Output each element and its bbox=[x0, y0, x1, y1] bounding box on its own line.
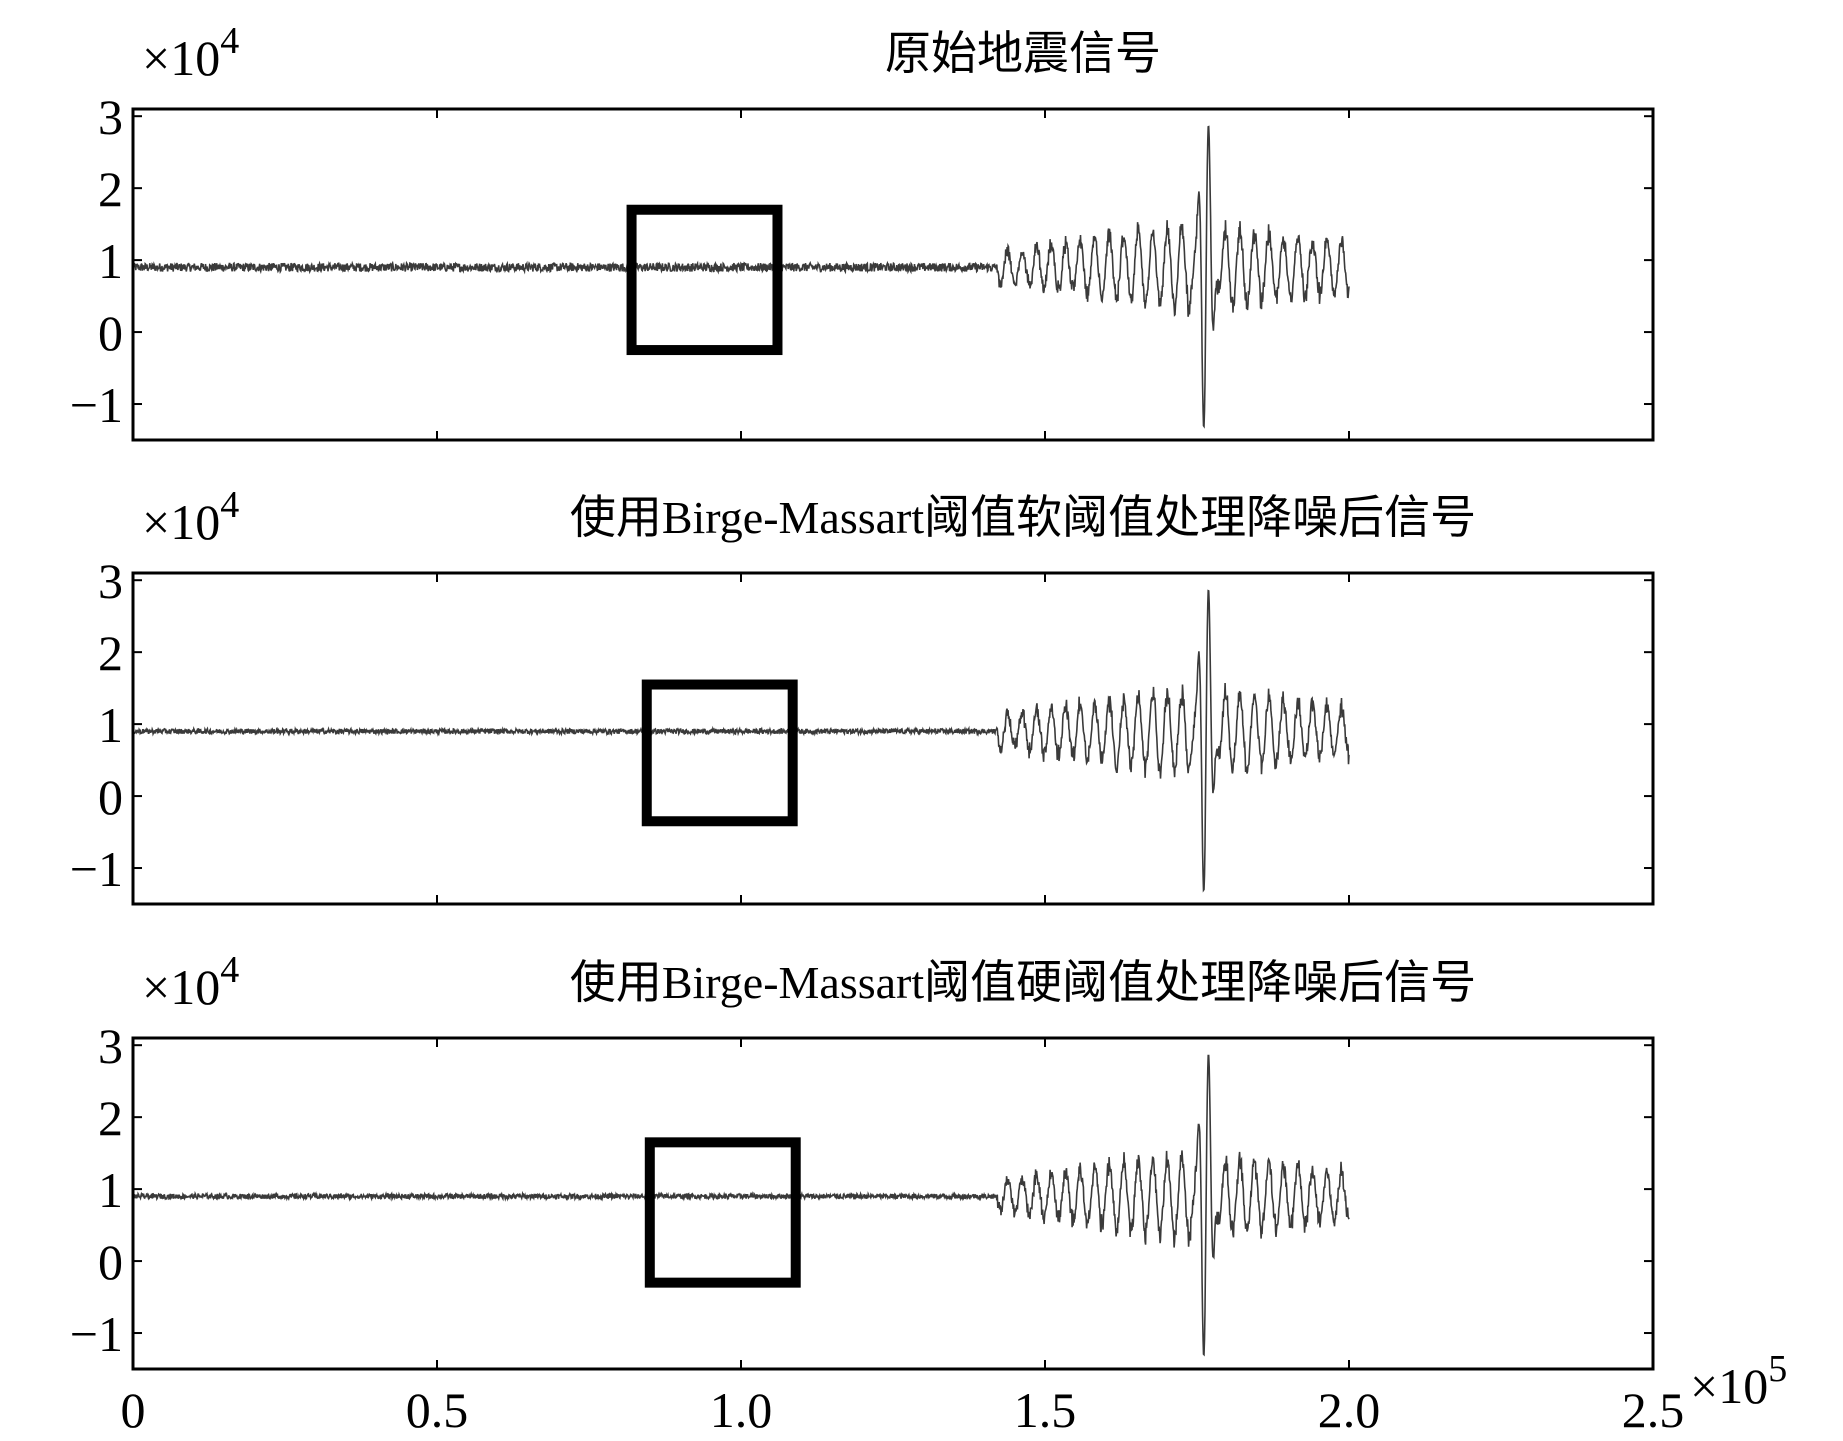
panel-2: 使用Birge-Massart阈值软阈值处理降噪后信号 ×104 −1 0 1 2 3 bbox=[70, 484, 1655, 906]
panel-1: 原始地震信号 ×104 −1 0 1 2 3 bbox=[70, 20, 1655, 442]
y-tick-label: 3 bbox=[98, 553, 123, 609]
y-tick-label: 0 bbox=[98, 769, 123, 825]
y-tick-label: −1 bbox=[70, 1306, 123, 1362]
y-tick-label: −1 bbox=[70, 841, 123, 897]
y-tick-label: 1 bbox=[98, 1162, 123, 1218]
axes-frame bbox=[131, 107, 1655, 442]
signal-trace bbox=[133, 589, 1350, 893]
x-tick-label: 0 bbox=[121, 1382, 146, 1438]
y-tick-label: 2 bbox=[98, 1090, 123, 1146]
x-multiplier-label: ×105 bbox=[1690, 1348, 1787, 1414]
panel-title: 使用Birge-Massart阈值硬阈值处理降噪后信号 bbox=[570, 957, 1476, 1008]
y-tick-label: 2 bbox=[98, 625, 123, 681]
x-tick-label: 2.5 bbox=[1622, 1382, 1685, 1438]
signal-trace bbox=[133, 125, 1350, 429]
highlight-box bbox=[641, 679, 798, 827]
highlight-box bbox=[644, 1137, 801, 1288]
x-tick-label: 1.5 bbox=[1014, 1382, 1077, 1438]
axes-frame bbox=[131, 571, 1655, 906]
panel-3: 使用Birge-Massart阈值硬阈值处理降噪后信号 ×104 −1 0 1 2 3 0 0.… bbox=[70, 949, 1787, 1438]
y-tick-label: 3 bbox=[98, 1018, 123, 1074]
y-tick-label: −1 bbox=[70, 377, 123, 433]
y-tick-label: 3 bbox=[98, 89, 123, 145]
y-tick-label: 1 bbox=[98, 233, 123, 289]
signal-trace bbox=[133, 1054, 1350, 1357]
panel-title: 使用Birge-Massart阈值软阈值处理降噪后信号 bbox=[570, 492, 1476, 543]
highlight-box bbox=[626, 204, 783, 356]
panel-title: 原始地震信号 bbox=[885, 28, 1161, 79]
y-tick-label: 0 bbox=[98, 1234, 123, 1290]
y-tick-label: 0 bbox=[98, 305, 123, 361]
y-multiplier-label: ×104 bbox=[142, 20, 239, 86]
x-tick-label: 2.0 bbox=[1318, 1382, 1381, 1438]
y-tick-label: 1 bbox=[98, 697, 123, 753]
y-multiplier-label: ×104 bbox=[142, 949, 239, 1015]
x-tick-label: 1.0 bbox=[710, 1382, 773, 1438]
y-tick-label: 2 bbox=[98, 161, 123, 217]
y-multiplier-label: ×104 bbox=[142, 484, 239, 550]
x-tick-label: 0.5 bbox=[406, 1382, 469, 1438]
axes-frame bbox=[131, 1036, 1655, 1371]
